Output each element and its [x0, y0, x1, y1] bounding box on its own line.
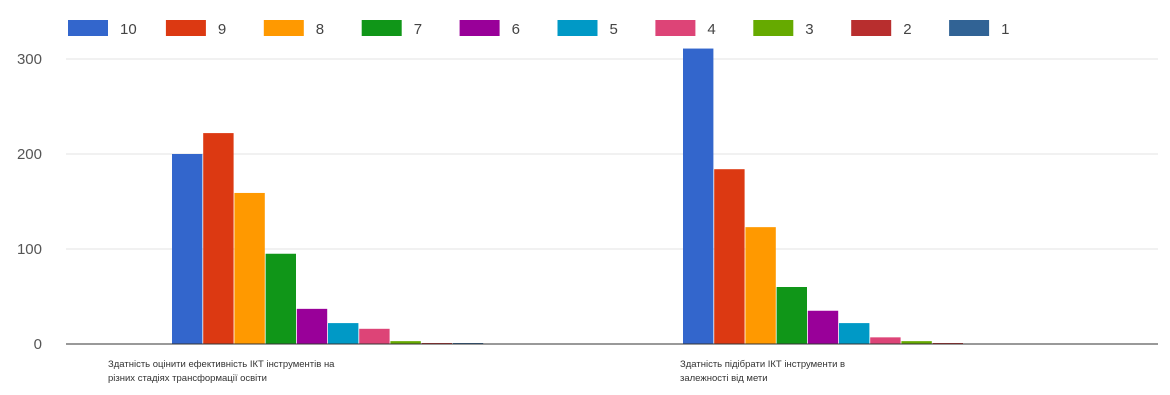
category-labels: Здатність оцінити ефективність ІКТ інстр… [108, 359, 845, 384]
y-tick-label: 200 [17, 146, 42, 163]
category-label-1-line-2: різних стадіях трансформації освіти [108, 373, 267, 384]
legend-swatch [851, 20, 892, 36]
legend-label: 4 [707, 21, 715, 38]
legend-item-2: 2 [851, 20, 912, 38]
bars [172, 48, 963, 345]
legend-label: 10 [120, 21, 137, 38]
legend-label: 5 [610, 21, 618, 38]
y-axis-ticks: 0 100 200 300 [17, 51, 42, 353]
bar-8-cat-1 [234, 192, 265, 344]
legend-label: 6 [512, 21, 520, 38]
bar-5-cat-2 [839, 323, 870, 344]
y-tick-label: 300 [17, 51, 42, 68]
legend-label: 9 [218, 21, 226, 38]
bar-10-cat-2 [683, 48, 714, 345]
legend-swatch [165, 20, 206, 36]
legend-swatch [655, 20, 696, 36]
legend-label: 3 [805, 21, 813, 38]
legend-item-10: 10 [68, 20, 137, 38]
category-label-1-line-1: Здатність оцінити ефективність ІКТ інстр… [108, 359, 335, 370]
legend-item-1: 1 [949, 20, 1009, 38]
bar-8-cat-2 [745, 227, 776, 344]
legend-label: 8 [316, 21, 324, 38]
bar-9-cat-2 [714, 169, 745, 344]
bar-4-cat-1 [359, 328, 390, 344]
legend-swatch [361, 20, 402, 36]
y-tick-label: 100 [17, 241, 42, 258]
legend-swatch [68, 20, 108, 36]
legend-item-7: 7 [361, 20, 422, 38]
legend-label: 1 [1001, 21, 1009, 38]
legend: 10 9 8 7 6 5 4 3 2 1 [68, 20, 1009, 38]
bar-6-cat-1 [296, 308, 328, 344]
bar-9-cat-1 [203, 133, 234, 344]
legend-item-8: 8 [263, 20, 324, 38]
legend-label: 7 [414, 21, 422, 38]
legend-item-5: 5 [557, 20, 618, 38]
legend-swatch [459, 20, 500, 36]
legend-label: 2 [903, 21, 911, 38]
legend-swatch [753, 20, 794, 36]
bar-7-cat-1 [265, 253, 296, 344]
y-tick-label: 0 [34, 336, 42, 353]
bar-6-cat-2 [807, 310, 839, 344]
category-label-2-line-1: Здатність підібрати ІКТ інструменти в [680, 359, 845, 370]
bar-7-cat-2 [776, 287, 807, 344]
legend-swatch [263, 20, 304, 36]
legend-item-4: 4 [655, 20, 716, 38]
legend-swatch [557, 20, 598, 36]
category-label-2-line-2: залежності від мети [680, 373, 768, 384]
legend-swatch [949, 20, 990, 36]
bar-3-cat-1 [390, 341, 421, 344]
legend-item-3: 3 [753, 20, 814, 38]
bar-3-cat-2 [901, 341, 932, 344]
bar-10-cat-1 [172, 154, 203, 344]
legend-item-9: 9 [165, 20, 226, 38]
legend-item-6: 6 [459, 20, 520, 38]
bar-5-cat-1 [328, 323, 359, 344]
bar-4-cat-2 [870, 337, 901, 344]
